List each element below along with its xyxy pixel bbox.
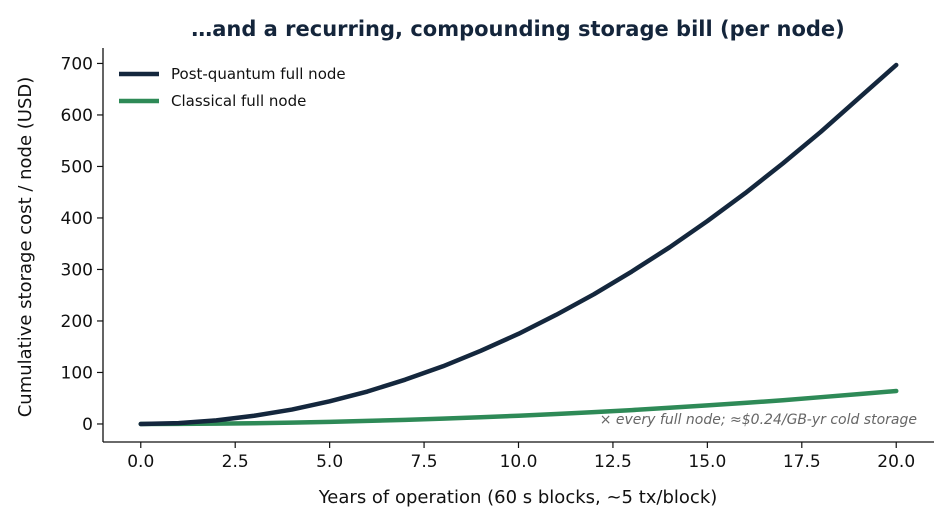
legend: Post-quantum full node Classical full nod… bbox=[119, 65, 346, 110]
series-line-classical bbox=[138, 388, 899, 427]
legend-label: Post-quantum full node bbox=[171, 65, 346, 83]
y-tick-label: 600 bbox=[61, 106, 93, 126]
legend-label: Classical full node bbox=[171, 92, 306, 110]
x-tick-label: 5.0 bbox=[316, 452, 343, 472]
x-tick-label: 7.5 bbox=[411, 452, 438, 472]
series-lines bbox=[138, 62, 899, 427]
x-tick-label: 10.0 bbox=[500, 452, 538, 472]
x-tick-label: 0.0 bbox=[127, 452, 154, 472]
x-ticks: 0.0 2.5 5.0 7.5 10.0 12.5 15.0 17.5 20.0 bbox=[127, 442, 915, 472]
chart-title: …and a recurring, compounding storage bi… bbox=[191, 17, 845, 41]
y-tick-label: 100 bbox=[61, 363, 93, 383]
y-ticks: 0 100 200 300 400 500 600 700 bbox=[61, 54, 103, 435]
x-axis-label: Years of operation (60 s blocks, ~5 tx/b… bbox=[318, 487, 718, 508]
x-tick-label: 2.5 bbox=[222, 452, 249, 472]
x-tick-label: 20.0 bbox=[877, 452, 915, 472]
y-tick-label: 0 bbox=[82, 415, 93, 435]
y-tick-label: 200 bbox=[61, 312, 93, 332]
y-tick-label: 500 bbox=[61, 157, 93, 177]
y-axis-label: Cumulative storage cost / node (USD) bbox=[15, 77, 36, 418]
x-tick-label: 15.0 bbox=[688, 452, 726, 472]
chart-annotation: × every full node; ≈$0.24/GB-yr cold sto… bbox=[600, 412, 917, 428]
series-line-post-quantum bbox=[138, 62, 899, 427]
y-tick-label: 300 bbox=[61, 260, 93, 280]
y-tick-label: 700 bbox=[61, 54, 93, 74]
x-tick-label: 17.5 bbox=[783, 452, 821, 472]
y-tick-label: 400 bbox=[61, 209, 93, 229]
x-tick-label: 12.5 bbox=[594, 452, 632, 472]
